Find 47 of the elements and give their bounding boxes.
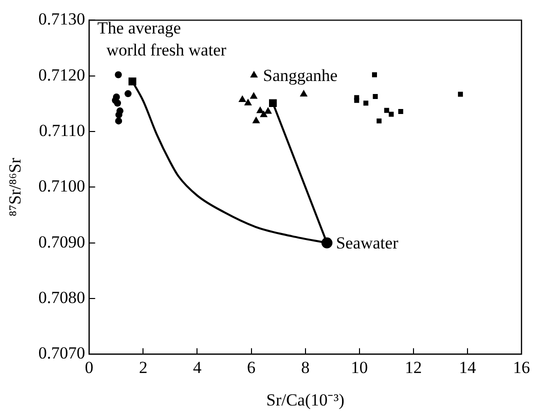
- point: [115, 117, 122, 124]
- y-tick-label: 0.7120: [38, 65, 86, 84]
- point: [250, 92, 258, 99]
- y-tick-label: 0.7070: [38, 344, 86, 363]
- x-tick-label: 14: [458, 358, 476, 377]
- point: [321, 237, 332, 248]
- annotation: Sangganhe: [262, 66, 338, 85]
- x-tick-label: 12: [404, 358, 422, 377]
- point: [264, 106, 272, 114]
- x-tick-label: 10: [350, 358, 368, 377]
- x-tick-label: 6: [247, 358, 256, 377]
- point: [124, 90, 132, 98]
- x-tick-label: 4: [192, 358, 202, 377]
- point: [376, 118, 382, 124]
- x-tick-label: 0: [84, 358, 94, 377]
- point: [250, 70, 258, 78]
- point: [372, 72, 377, 78]
- point: [260, 110, 268, 118]
- point: [458, 92, 463, 97]
- point: [372, 94, 378, 99]
- point: [114, 71, 122, 78]
- y-tick-label: 0.7130: [38, 10, 86, 29]
- point: [384, 108, 390, 113]
- point: [128, 78, 136, 86]
- x-tick-label: 8: [301, 358, 310, 377]
- x-axis-title: Sr/Ca(10⁻³): [266, 390, 344, 410]
- x-tick-label: 2: [138, 358, 148, 377]
- y-tick-label: 0.7110: [39, 121, 86, 140]
- point: [300, 90, 308, 96]
- point: [388, 112, 394, 117]
- point: [256, 106, 264, 114]
- point: [252, 116, 260, 124]
- point: [115, 111, 122, 118]
- annotation: The average world fresh water: [97, 18, 227, 60]
- y-tick-label: 0.7090: [38, 232, 86, 252]
- point: [238, 95, 246, 102]
- point: [269, 99, 277, 108]
- point: [244, 98, 252, 106]
- y-axis-title: ⁸⁷Sr/⁸⁶Sr: [6, 158, 25, 217]
- point: [354, 98, 360, 103]
- point: [114, 100, 122, 107]
- y-tick-label: 0.7080: [38, 288, 86, 307]
- point: [363, 100, 368, 106]
- annotation: Seawater: [336, 233, 399, 252]
- y-tick-label: 0.7100: [38, 176, 86, 196]
- point: [398, 109, 404, 114]
- x-tick-label: 16: [513, 358, 530, 377]
